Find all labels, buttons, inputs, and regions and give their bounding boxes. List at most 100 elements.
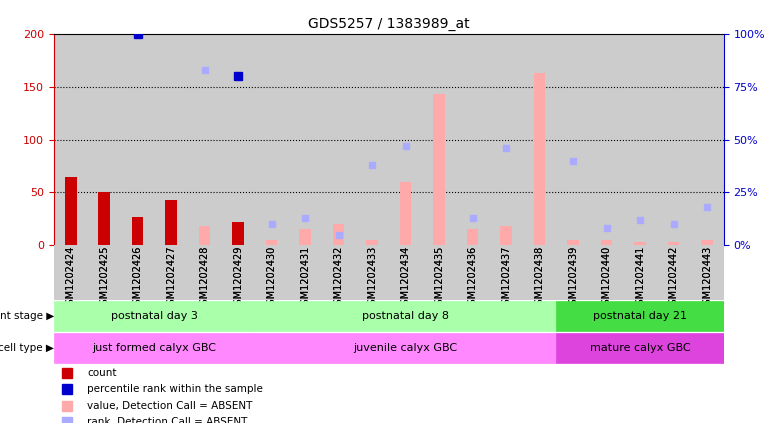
Text: value, Detection Call = ABSENT: value, Detection Call = ABSENT (88, 401, 253, 411)
Text: GSM1202431: GSM1202431 (300, 245, 310, 310)
Bar (188, 34, 222, 245)
Text: postnatal day 3: postnatal day 3 (111, 311, 198, 321)
Text: GSM1202436: GSM1202436 (467, 245, 477, 310)
Bar (556, 245, 590, 300)
Bar (356, 34, 389, 245)
Bar (255, 332, 556, 363)
Text: GSM1202439: GSM1202439 (568, 245, 578, 310)
Bar (288, 245, 322, 300)
Bar (556, 34, 590, 245)
Text: juvenile calyx GBC: juvenile calyx GBC (353, 343, 457, 353)
Text: GSM1202424: GSM1202424 (65, 245, 75, 311)
Text: mature calyx GBC: mature calyx GBC (590, 343, 691, 353)
Bar (490, 34, 523, 245)
Bar (99, 192, 110, 245)
Bar (657, 245, 690, 300)
Text: GSM1202425: GSM1202425 (99, 245, 109, 311)
Text: GSM1202430: GSM1202430 (266, 245, 276, 310)
Text: GSM1202440: GSM1202440 (601, 245, 611, 310)
Text: GSM1202425: GSM1202425 (99, 245, 109, 311)
Text: GSM1202433: GSM1202433 (367, 245, 377, 310)
Text: GSM1202427: GSM1202427 (166, 245, 176, 311)
Bar (400, 182, 411, 245)
Bar (65, 177, 76, 245)
Bar (222, 34, 255, 245)
Bar (322, 34, 356, 245)
Bar (389, 245, 422, 300)
Bar (356, 245, 389, 300)
Bar (434, 94, 445, 245)
Text: GSM1202426: GSM1202426 (132, 245, 142, 311)
Text: GSM1202438: GSM1202438 (534, 245, 544, 310)
Bar (490, 245, 523, 300)
Text: GSM1202432: GSM1202432 (333, 245, 343, 311)
Bar (322, 245, 356, 300)
Bar (255, 301, 556, 332)
Bar (54, 301, 255, 332)
Text: GSM1202443: GSM1202443 (702, 245, 712, 310)
Bar (690, 245, 724, 300)
Text: GSM1202428: GSM1202428 (199, 245, 209, 311)
Bar (199, 226, 210, 245)
Text: GSM1202429: GSM1202429 (233, 245, 243, 311)
Bar (623, 245, 657, 300)
Text: GSM1202436: GSM1202436 (467, 245, 477, 310)
Bar (255, 245, 288, 300)
Text: GSM1202434: GSM1202434 (400, 245, 410, 310)
Text: GSM1202435: GSM1202435 (434, 245, 444, 311)
Bar (54, 332, 255, 363)
Bar (88, 34, 121, 245)
Bar (121, 245, 154, 300)
Bar (668, 242, 679, 245)
Text: GSM1202440: GSM1202440 (601, 245, 611, 310)
Text: GSM1202435: GSM1202435 (434, 245, 444, 311)
Bar (188, 245, 222, 300)
Bar (556, 301, 724, 332)
Text: postnatal day 21: postnatal day 21 (593, 311, 687, 321)
Text: development stage ▶: development stage ▶ (0, 311, 54, 321)
Text: GSM1202433: GSM1202433 (367, 245, 377, 310)
Bar (154, 245, 188, 300)
Bar (456, 34, 490, 245)
Text: GSM1202430: GSM1202430 (266, 245, 276, 310)
Bar (333, 224, 344, 245)
Bar (467, 229, 478, 245)
Bar (701, 240, 713, 245)
Text: GSM1202434: GSM1202434 (400, 245, 410, 310)
Bar (567, 240, 579, 245)
Bar (166, 200, 177, 245)
Text: GSM1202442: GSM1202442 (668, 245, 678, 311)
Bar (266, 240, 277, 245)
Bar (690, 34, 724, 245)
Text: cell type ▶: cell type ▶ (0, 343, 54, 353)
Text: GSM1202437: GSM1202437 (501, 245, 511, 311)
Bar (523, 34, 556, 245)
Text: GSM1202424: GSM1202424 (65, 245, 75, 311)
Title: GDS5257 / 1383989_at: GDS5257 / 1383989_at (308, 17, 470, 31)
Text: percentile rank within the sample: percentile rank within the sample (88, 384, 263, 394)
Text: GSM1202432: GSM1202432 (333, 245, 343, 311)
Text: GSM1202443: GSM1202443 (702, 245, 712, 310)
Bar (422, 245, 456, 300)
Text: GSM1202431: GSM1202431 (300, 245, 310, 310)
Bar (534, 73, 545, 245)
Bar (367, 240, 378, 245)
Text: count: count (88, 368, 117, 378)
Bar (54, 34, 88, 245)
Bar (222, 245, 255, 300)
Text: GSM1202429: GSM1202429 (233, 245, 243, 311)
Bar (657, 34, 690, 245)
Bar (255, 34, 288, 245)
Bar (590, 34, 624, 245)
Bar (422, 34, 456, 245)
Bar (233, 222, 244, 245)
Bar (601, 240, 612, 245)
Bar (523, 245, 556, 300)
Bar (500, 226, 512, 245)
Bar (154, 34, 188, 245)
Bar (556, 332, 724, 363)
Bar (634, 242, 646, 245)
Bar (456, 245, 490, 300)
Text: just formed calyx GBC: just formed calyx GBC (92, 343, 216, 353)
Bar (389, 34, 422, 245)
